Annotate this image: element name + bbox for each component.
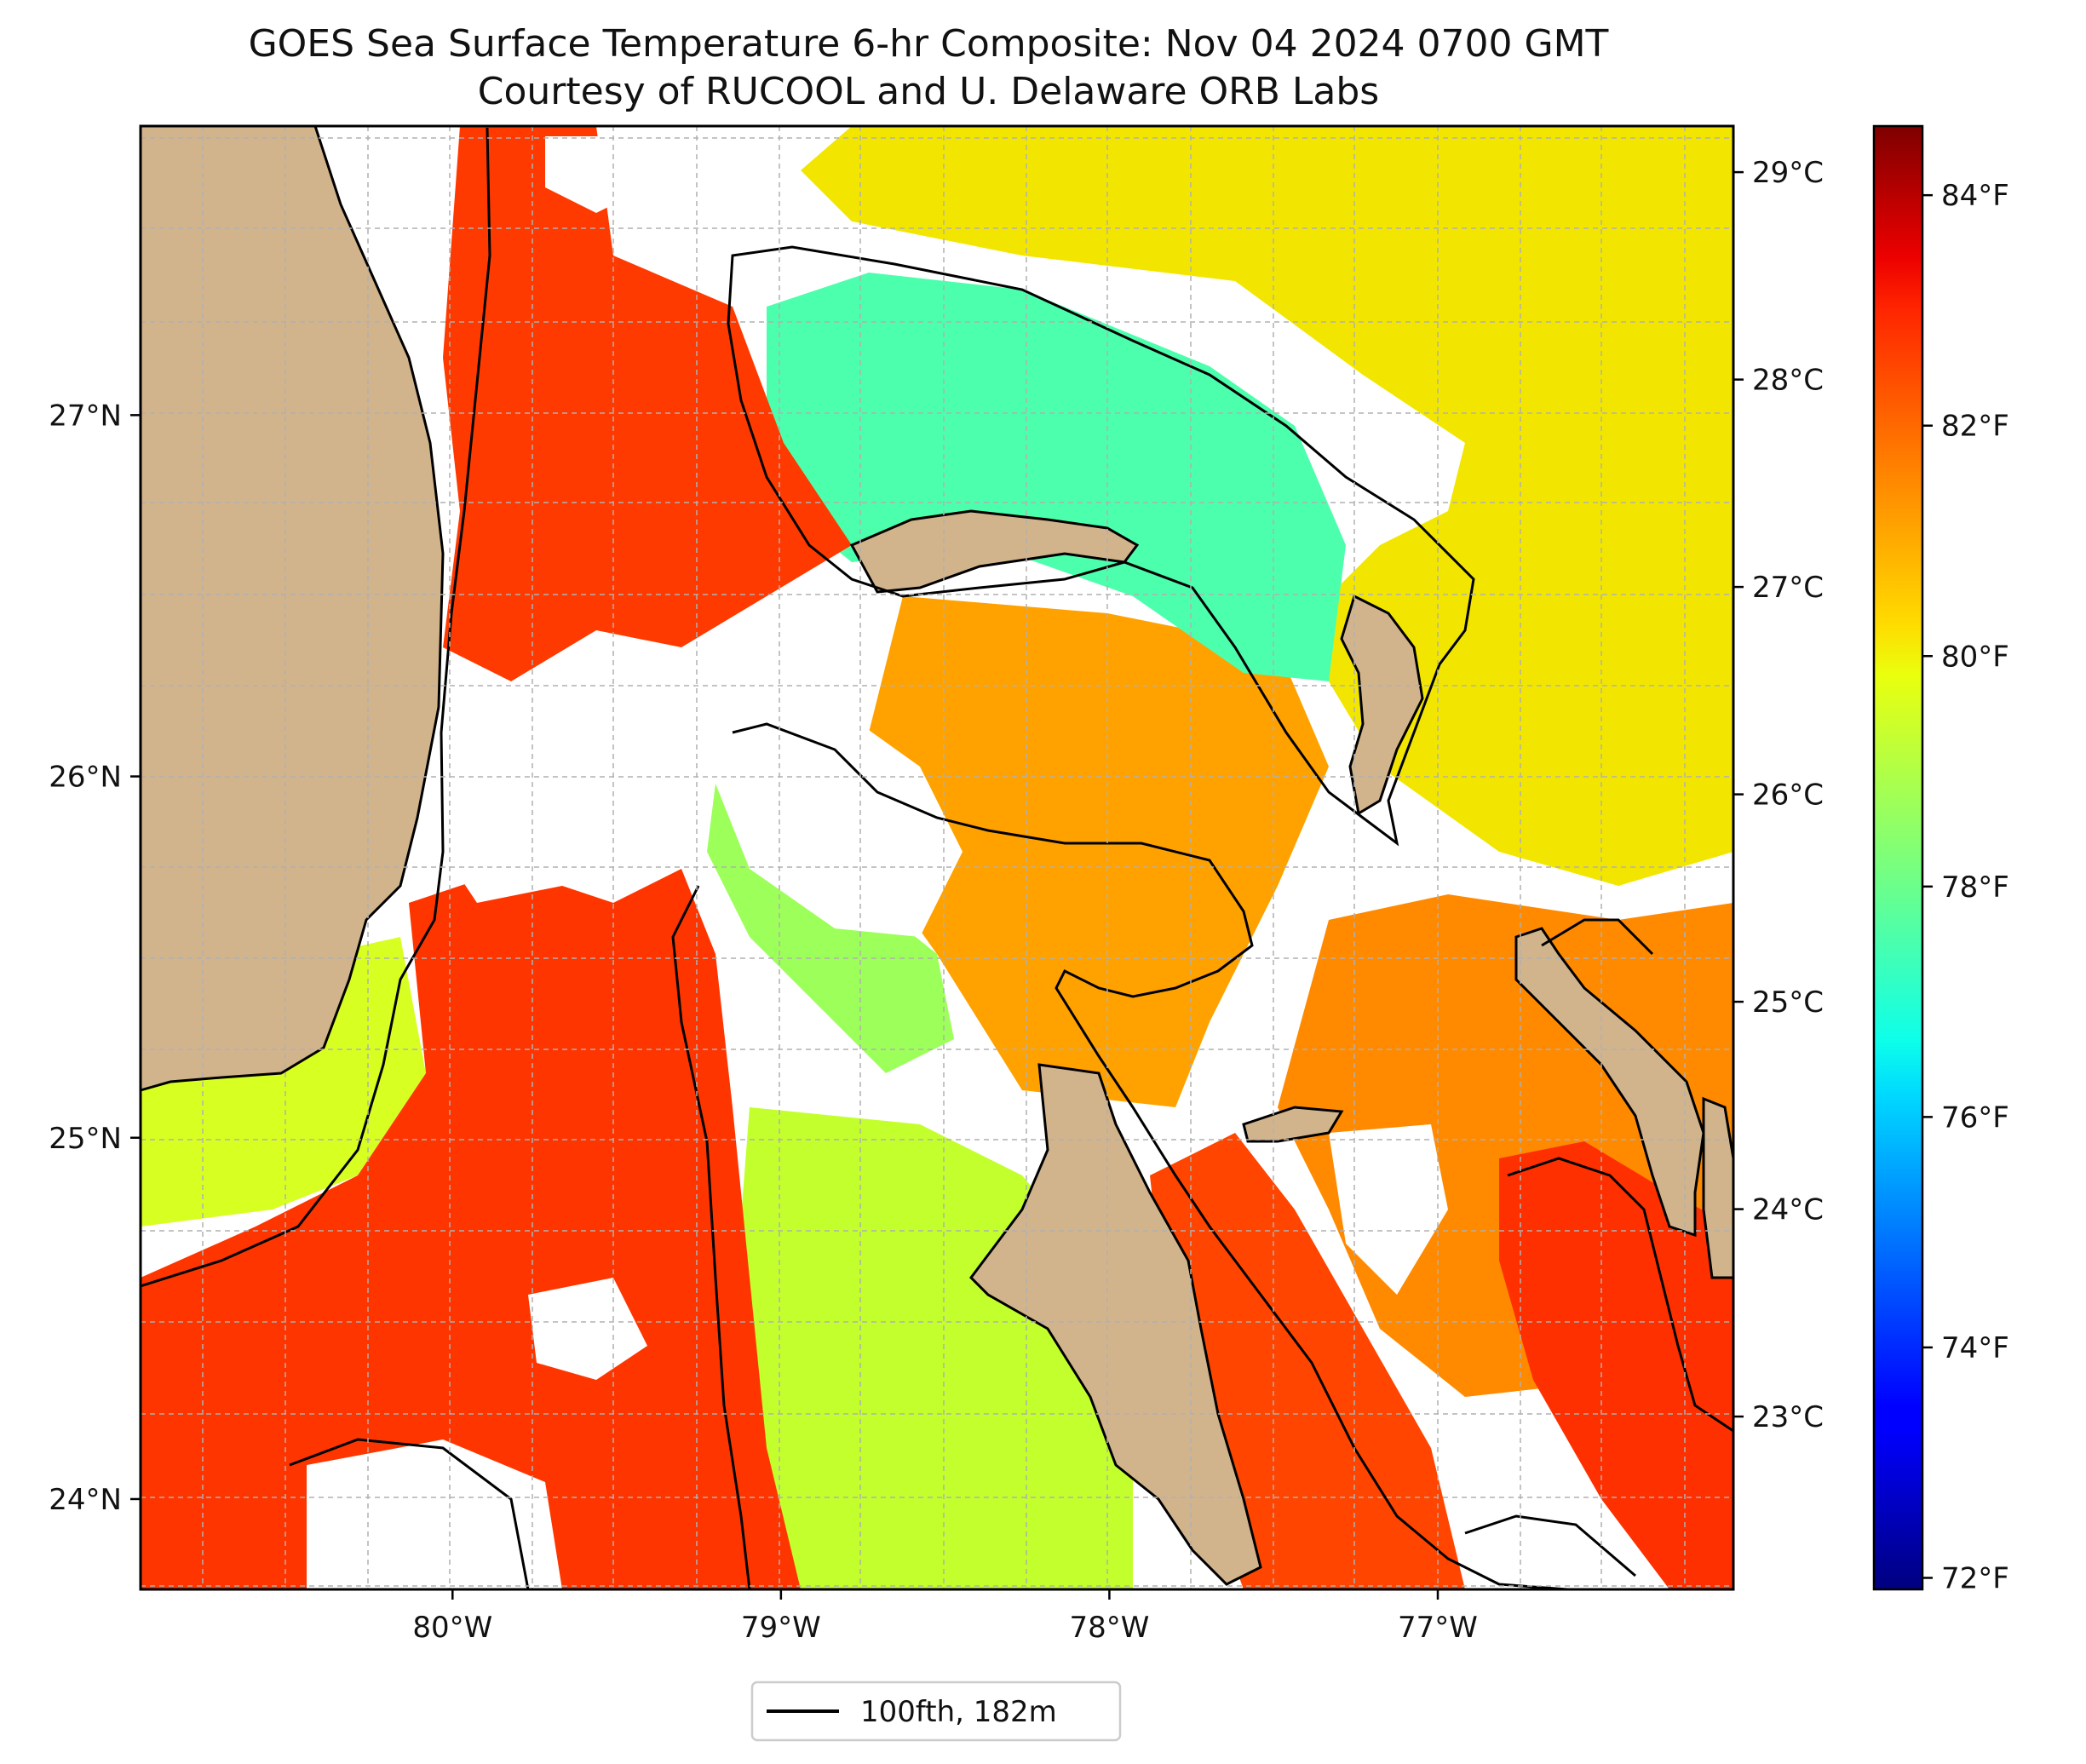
sst-region-red-tongue-of-ocean xyxy=(1499,1141,1733,1589)
cloud-gap-south xyxy=(307,1439,562,1589)
cloud-gap-southeast xyxy=(1329,1124,1448,1295)
colorbar-tick-label: 74°F xyxy=(1941,1331,2009,1365)
lat-tick-label: 27°N xyxy=(49,399,122,433)
sst-map[interactable] xyxy=(141,126,1733,1589)
lat-tick-label: 25°N xyxy=(49,1122,122,1156)
land-new-providence xyxy=(1242,1106,1344,1143)
sst-region-red-gulf-stream-south xyxy=(141,869,801,1589)
cloud-gap-central xyxy=(698,724,963,937)
land-andros xyxy=(969,1063,1262,1586)
colorbar-axis: 84°F 82°F 80°F 78°F 76°F 74°F 72°F xyxy=(1922,179,2009,1595)
sst-region-red-gulf-stream-north xyxy=(443,126,852,681)
celsius-tick-label: 26°C xyxy=(1752,779,1824,813)
lon-tick-label: 79°W xyxy=(741,1611,821,1645)
colorbar: 84°F 82°F 80°F 78°F 76°F 74°F 72°F xyxy=(1872,124,2009,1595)
land-eleuthera xyxy=(1514,927,1705,1238)
colorbar-tick-label: 82°F xyxy=(1941,410,2009,444)
cloud-gap-southwest xyxy=(528,1278,647,1380)
lat-tick-label: 24°N xyxy=(49,1483,122,1517)
map-subtitle: Courtesy of RUCOOL and U. Delaware ORB L… xyxy=(478,70,1379,113)
sst-region-orange-east xyxy=(852,596,1329,1107)
longitude-axis: 80°W 79°W 78°W 77°W xyxy=(412,1589,1478,1645)
celsius-tick-label: 28°C xyxy=(1752,364,1824,398)
legend: 100fth, 182m xyxy=(750,1681,1122,1742)
celsius-tick-label: 25°C xyxy=(1752,985,1824,1020)
celsius-tick-label: 29°C xyxy=(1752,156,1824,190)
land-cat-island xyxy=(1702,1096,1733,1279)
colorbar-tick-label: 76°F xyxy=(1941,1100,2009,1135)
colorbar-tick-label: 80°F xyxy=(1941,640,2009,674)
celsius-axis: 29°C 28°C 27°C 26°C 25°C 24°C 23°C xyxy=(1733,156,1824,1434)
sst-region-yellow-northeast xyxy=(801,126,1733,886)
legend-label: 100fth, 182m xyxy=(860,1695,1057,1729)
map-frame xyxy=(139,124,1735,1591)
lon-tick-label: 77°W xyxy=(1398,1611,1478,1645)
lon-tick-label: 78°W xyxy=(1069,1611,1149,1645)
cloud-gap-north xyxy=(545,136,647,213)
celsius-tick-label: 24°C xyxy=(1752,1193,1824,1227)
latitude-axis: 27°N 26°N 25°N 24°N xyxy=(49,399,141,1517)
colorbar-tick-label: 78°F xyxy=(1941,871,2009,905)
lon-tick-label: 80°W xyxy=(412,1611,492,1645)
sst-region-cyan-bahama-bank xyxy=(767,273,1346,681)
colorbar-tick-label: 84°F xyxy=(1941,179,2009,213)
isobath-100fth xyxy=(141,127,1733,1589)
celsius-tick-label: 23°C xyxy=(1752,1400,1824,1434)
colorbar-tick-label: 72°F xyxy=(1941,1561,2009,1595)
land-abaco xyxy=(1340,594,1424,816)
cloud-gap-west xyxy=(443,750,596,903)
celsius-tick-label: 27°C xyxy=(1752,571,1824,605)
lat-tick-label: 26°N xyxy=(49,761,122,795)
colorbar-gradient xyxy=(1872,124,1924,1591)
land-grand-bahama xyxy=(849,509,1140,594)
legend-box xyxy=(750,1681,1122,1742)
map-gridlines xyxy=(141,126,1733,1589)
map-title: GOES Sea Surface Temperature 6-hr Compos… xyxy=(249,22,1609,66)
